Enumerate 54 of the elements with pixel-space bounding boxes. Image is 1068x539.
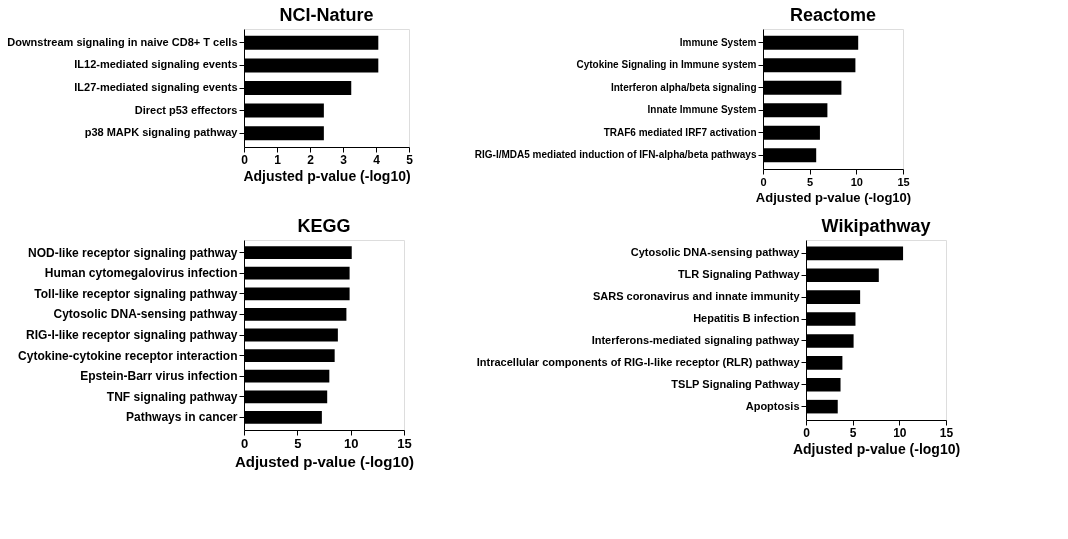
y-tick-label: Cytokine Signaling in Immune system — [576, 59, 757, 71]
chart-title: Reactome — [789, 5, 877, 25]
y-tick-label: Interferon alpha/beta signaling — [610, 81, 757, 93]
y-tick-label: Epstein-Barr virus infection — [80, 369, 238, 384]
x-tick-label: 0 — [760, 175, 767, 188]
y-tick-label: RIG-I-like receptor signaling pathway — [26, 328, 238, 342]
y-tick-label: RIG-I/MDA5 mediated induction of IFN-alpha/beta pathways — [474, 149, 757, 161]
y-tick-label: Cytokine-cytokine receptor interaction — [18, 348, 238, 363]
y-tick-label: Apoptosis — [745, 399, 800, 412]
x-tick-label: 5 — [294, 435, 302, 451]
x-tick-label: 5 — [849, 425, 857, 440]
x-tick-label: 0 — [803, 425, 811, 440]
y-tick-label: Downstream signaling in naive CD8+ T cells — [7, 35, 238, 48]
y-tick-label: Direct p53 effectors — [134, 103, 238, 116]
y-tick-label: SARS coronavirus and innate immunity — [592, 290, 801, 303]
chart-title: KEGG — [297, 216, 351, 236]
x-tick-label: 2 — [307, 152, 315, 167]
chart-title: Wikipathway — [821, 216, 931, 236]
x-axis-title: Adjusted p-value (-log10) — [243, 167, 411, 184]
x-tick-label: 5 — [807, 175, 814, 188]
x-axis-title: Adjusted p-value (-log10) — [792, 440, 961, 457]
x-axis-title: Adjusted p-value (-log10) — [755, 189, 912, 205]
x-axis-title: Adjusted p-value (-log10) — [234, 452, 415, 470]
y-tick-label: Toll-like receptor signaling pathway — [34, 286, 238, 301]
y-tick-label: Hepatitis B infection — [693, 312, 800, 325]
y-tick-label: Human cytomegalovirus infection — [44, 266, 238, 281]
y-tick-label: IL12-mediated signaling events — [74, 58, 238, 71]
x-tick-label: 10 — [343, 435, 359, 451]
y-tick-label: TRAF6 mediated IRF7 activation — [603, 126, 757, 138]
y-tick-label: TNF signaling pathway — [106, 389, 238, 404]
x-tick-label: 15 — [897, 175, 910, 188]
x-tick-label: 4 — [373, 152, 381, 167]
y-tick-label: Immune System — [679, 36, 757, 48]
y-tick-label: Intracellular components of RIG-I-like receptor (RLR) pathway — [476, 355, 801, 368]
x-tick-label: 10 — [893, 425, 907, 440]
chart-title: NCI-Nature — [279, 5, 374, 25]
y-tick-label: TSLP Signaling Pathway — [671, 377, 801, 390]
x-tick-label: 15 — [397, 435, 412, 451]
x-tick-label: 10 — [850, 175, 863, 188]
y-tick-label: Pathways in cancer — [126, 410, 238, 425]
y-tick-label: Cytosolic DNA-sensing pathway — [53, 307, 238, 322]
x-tick-label: 1 — [274, 152, 282, 167]
y-tick-label: NOD-like receptor signaling pathway — [28, 245, 238, 260]
y-tick-label: Cytosolic DNA-sensing pathway — [630, 246, 801, 259]
y-tick-label: p38 MAPK signaling pathway — [84, 126, 239, 139]
y-tick-label: TLR Signaling Pathway — [677, 268, 801, 281]
x-tick-label: 3 — [340, 152, 348, 167]
x-tick-label: 0 — [241, 152, 249, 167]
x-tick-label: 5 — [406, 152, 414, 167]
x-tick-label: 0 — [240, 435, 249, 451]
y-tick-label: IL27-mediated signaling events — [74, 81, 238, 93]
y-tick-label: Interferons-mediated signaling pathway — [591, 333, 801, 346]
x-tick-label: 15 — [939, 425, 954, 440]
y-tick-label: Innate Immune System — [647, 104, 757, 116]
